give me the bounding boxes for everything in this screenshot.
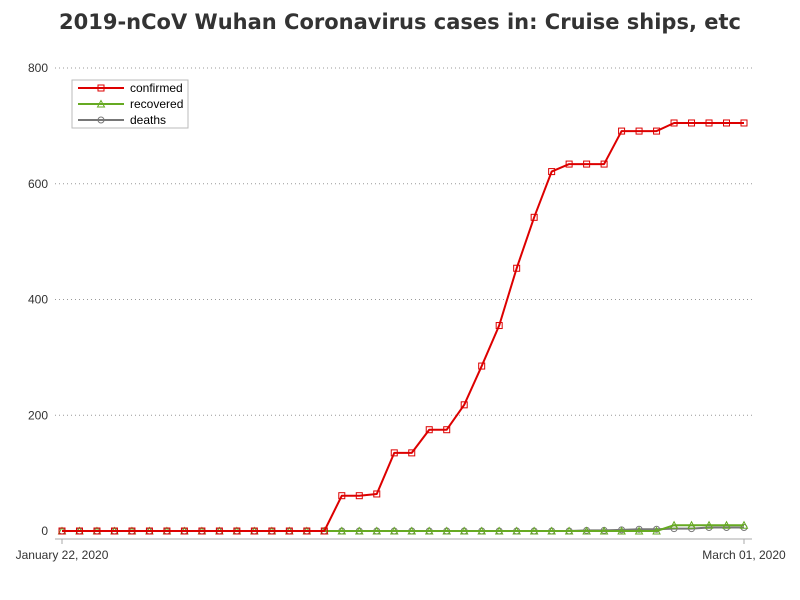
legend-label: confirmed — [130, 81, 183, 95]
legend-marker — [97, 116, 105, 124]
data-point-recovered — [634, 526, 644, 535]
y-axis-tick-labels: 0 200 400 600 800 — [28, 61, 48, 538]
series-line-confirmed — [62, 121, 744, 532]
data-point-confirmed — [128, 527, 136, 535]
grid-lines — [55, 67, 752, 416]
data-point-recovered — [337, 526, 347, 535]
legend-item-confirmed: confirmed — [78, 81, 183, 95]
data-point-recovered — [739, 520, 749, 529]
data-point-recovered — [564, 526, 574, 535]
data-point-confirmed — [408, 449, 416, 457]
data-point-confirmed — [530, 213, 538, 221]
legend-item-deaths: deaths — [78, 113, 166, 127]
axes — [55, 538, 752, 544]
data-point-recovered — [354, 526, 364, 535]
data-point-recovered — [407, 526, 417, 535]
y-tick-label: 800 — [28, 61, 48, 75]
data-point-confirmed — [250, 527, 258, 535]
data-point-confirmed — [670, 119, 678, 127]
data-point-recovered — [442, 526, 452, 535]
data-point-confirmed — [548, 168, 556, 176]
legend-label: recovered — [130, 97, 183, 111]
data-point-recovered — [582, 526, 591, 535]
data-point-confirmed — [215, 527, 223, 535]
series-confirmed — [58, 119, 748, 535]
data-point-recovered — [459, 526, 469, 535]
legend: confirmed recovered deaths — [71, 79, 189, 129]
legend-marker — [97, 84, 105, 92]
data-point-confirmed — [285, 527, 293, 535]
data-point-confirmed — [110, 527, 118, 535]
y-tick-label: 0 — [41, 524, 48, 538]
data-point-confirmed — [723, 119, 731, 127]
data-point-confirmed — [478, 362, 486, 370]
data-point-confirmed — [425, 426, 433, 434]
chart-title: 2019-nCoV Wuhan Coronavirus cases in: Cr… — [59, 10, 741, 34]
legend-item-recovered: recovered — [78, 97, 183, 111]
y-tick-label: 400 — [28, 293, 48, 307]
data-point-recovered — [722, 520, 731, 529]
data-point-recovered — [424, 526, 434, 535]
data-point-confirmed — [583, 160, 591, 168]
data-point-recovered — [617, 526, 626, 535]
data-point-recovered — [529, 526, 539, 535]
data-point-confirmed — [653, 127, 661, 135]
data-point-confirmed — [163, 527, 171, 535]
data-point-recovered — [704, 520, 714, 529]
data-point-confirmed — [303, 527, 311, 535]
data-point-confirmed — [233, 527, 241, 535]
data-point-recovered — [687, 520, 696, 529]
data-point-confirmed — [338, 492, 346, 500]
data-point-confirmed — [390, 449, 398, 457]
data-point-confirmed — [180, 527, 188, 535]
data-point-confirmed — [565, 160, 573, 168]
legend-marker — [96, 99, 106, 108]
data-point-confirmed — [618, 127, 626, 135]
data-point-recovered — [372, 526, 382, 535]
data-point-confirmed — [740, 119, 748, 127]
data-point-confirmed — [320, 527, 328, 535]
data-point-deaths — [635, 525, 643, 533]
data-point-confirmed — [443, 426, 451, 434]
legend-label: deaths — [130, 113, 166, 127]
data-point-confirmed — [513, 264, 521, 272]
data-point-confirmed — [268, 527, 276, 535]
series-layer — [57, 119, 749, 535]
data-point-confirmed — [688, 119, 696, 127]
data-point-confirmed — [93, 527, 101, 535]
data-point-recovered — [669, 520, 679, 529]
data-point-recovered — [512, 526, 522, 535]
data-point-recovered — [547, 526, 556, 535]
y-tick-label: 200 — [28, 408, 48, 422]
x-tick-label: March 01, 2020 — [702, 548, 786, 562]
data-point-recovered — [389, 526, 399, 535]
x-axis-tick-labels: January 22, 2020 March 01, 2020 — [16, 548, 786, 562]
data-point-confirmed — [145, 527, 153, 535]
data-point-confirmed — [600, 160, 608, 168]
series-deaths — [58, 524, 748, 535]
data-point-confirmed — [460, 401, 468, 409]
series-recovered — [57, 520, 749, 535]
x-tick-label: January 22, 2020 — [16, 548, 109, 562]
data-point-recovered — [494, 526, 504, 535]
data-point-recovered — [652, 526, 661, 535]
data-point-recovered — [477, 526, 487, 535]
data-point-confirmed — [198, 527, 206, 535]
y-tick-label: 600 — [28, 177, 48, 191]
data-point-recovered — [599, 526, 609, 535]
data-point-confirmed — [58, 527, 66, 535]
data-point-confirmed — [705, 119, 713, 127]
data-point-confirmed — [373, 490, 381, 498]
data-point-confirmed — [635, 127, 643, 135]
data-point-confirmed — [75, 527, 83, 535]
data-point-confirmed — [355, 492, 363, 500]
data-point-confirmed — [495, 322, 503, 330]
